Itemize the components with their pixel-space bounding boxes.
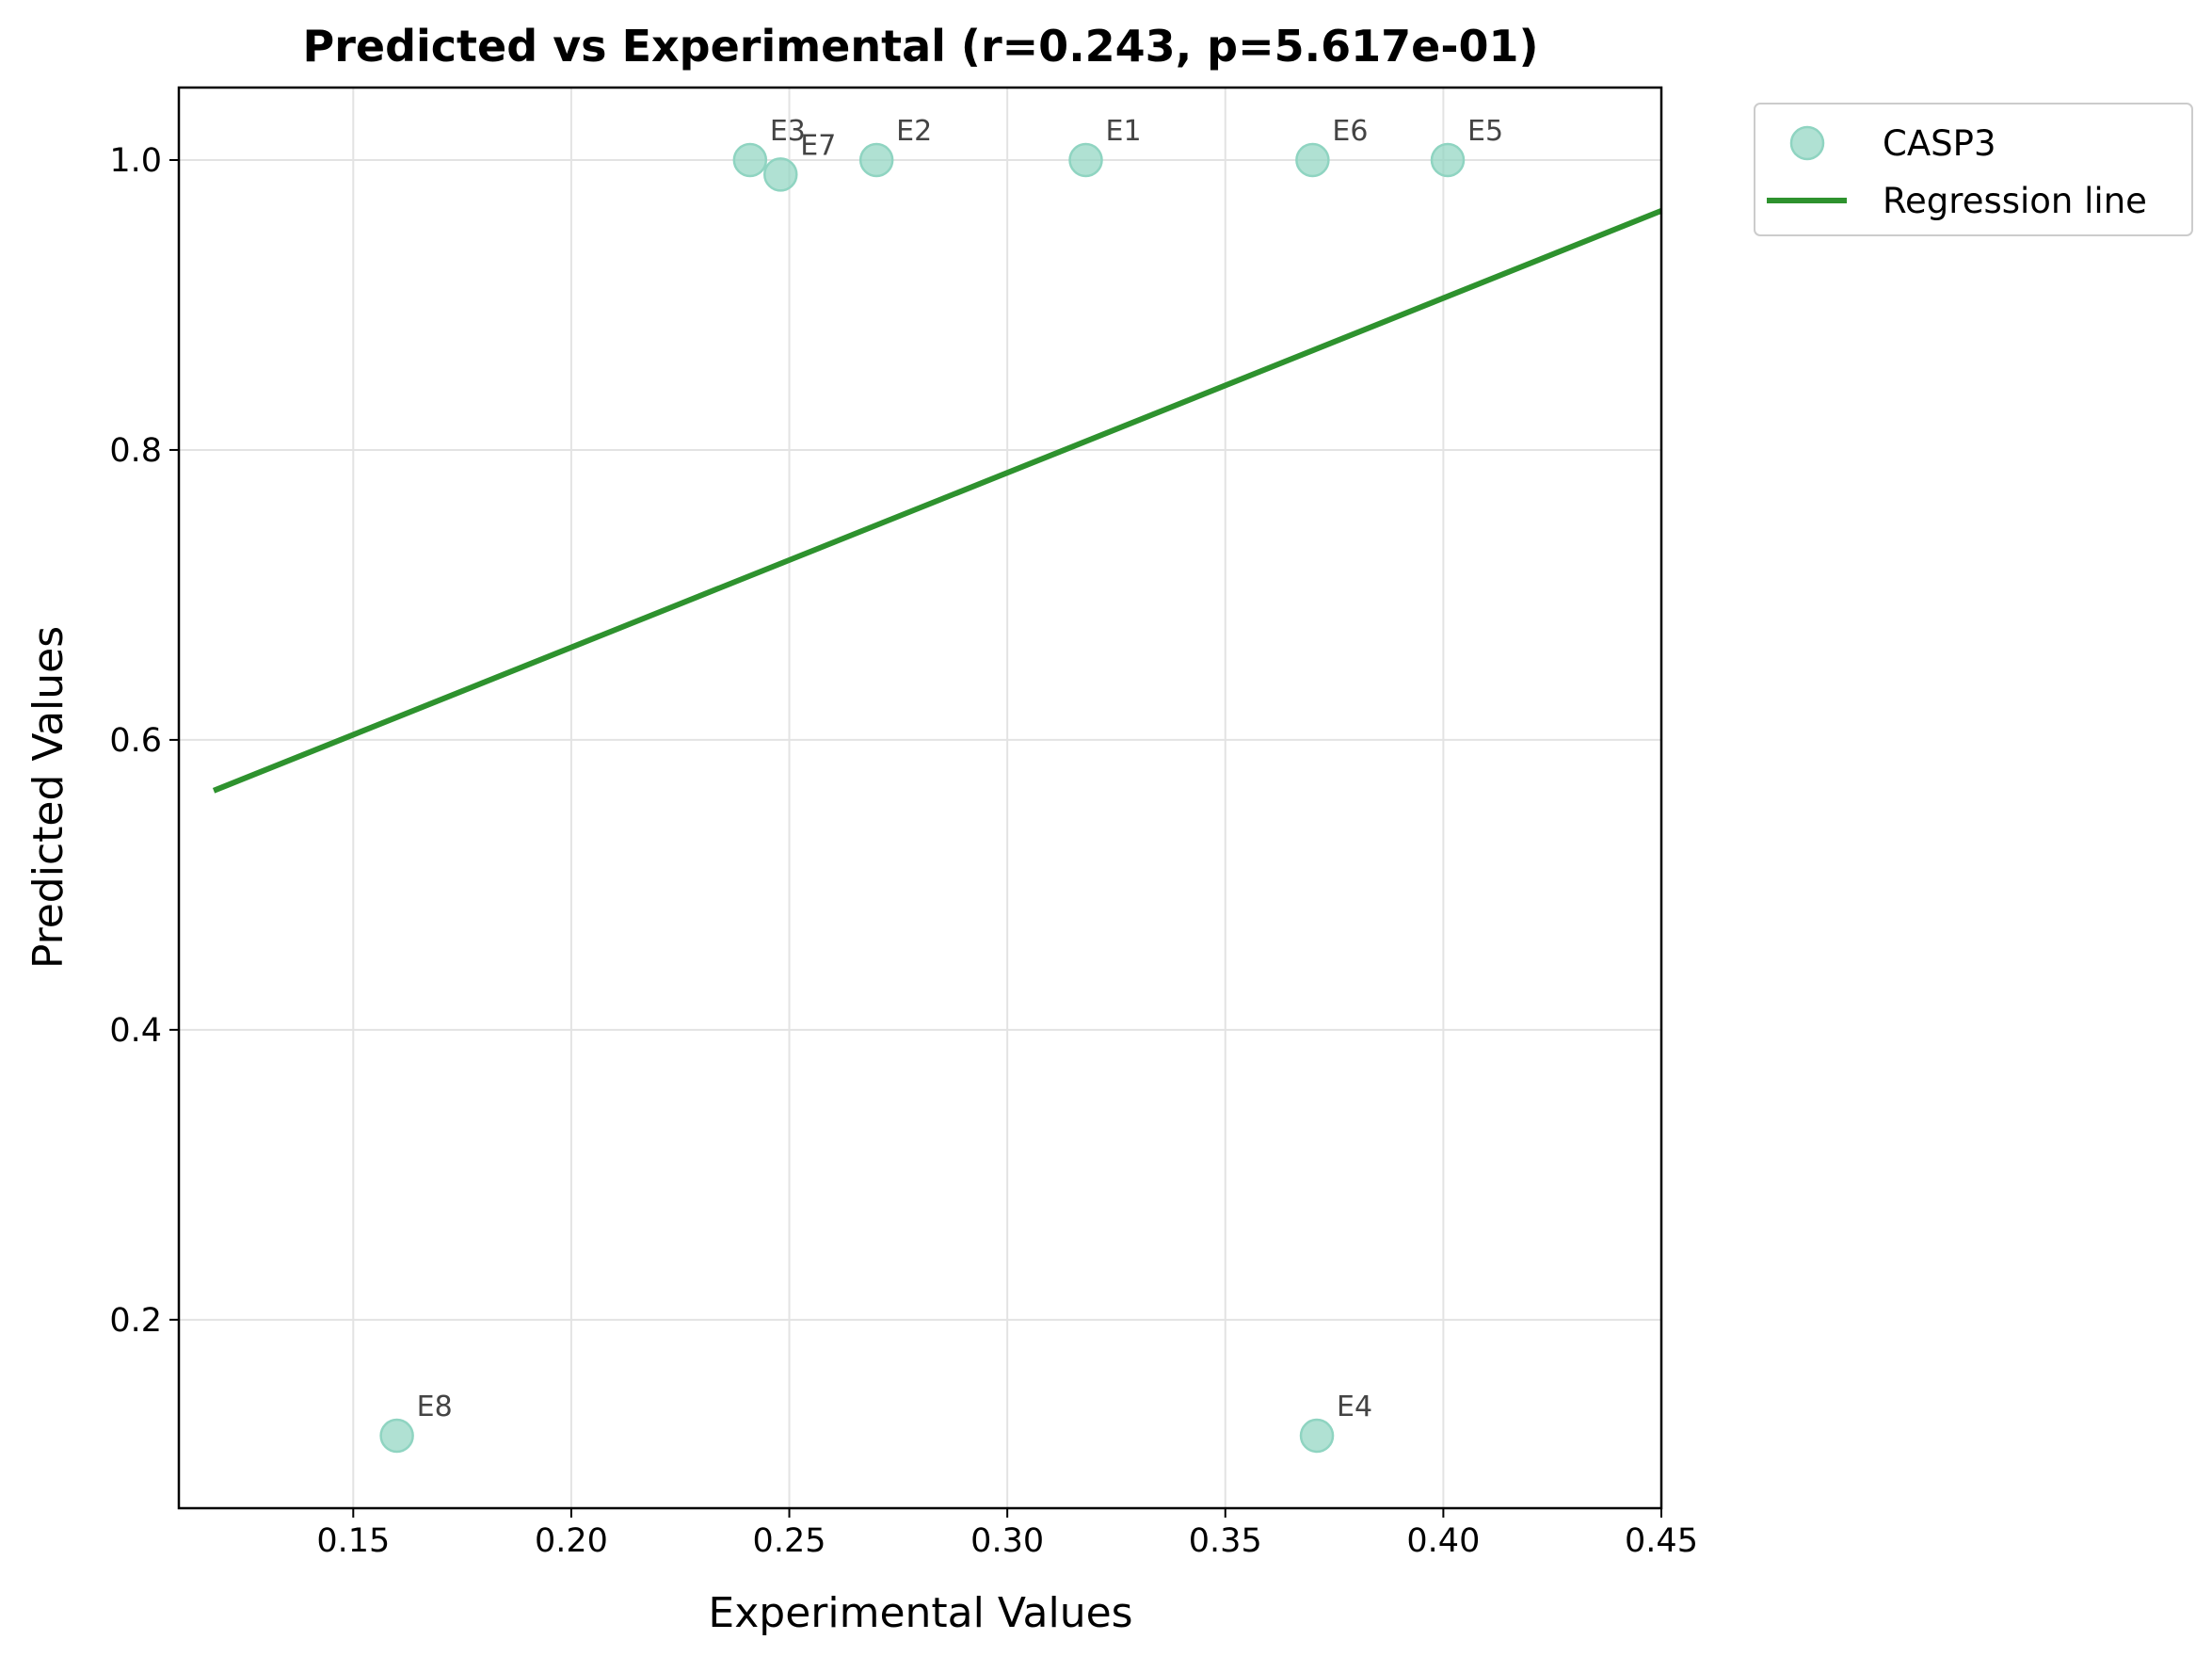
y-axis-label: Predicted Values	[24, 626, 72, 969]
data-point-e3	[732, 142, 768, 178]
data-point-e8	[379, 1418, 414, 1454]
data-point-e2	[858, 142, 894, 178]
x-tick-label: 0.40	[1406, 1522, 1480, 1560]
point-label-e3: E3	[770, 115, 806, 148]
legend-label-regression: Regression line	[1883, 181, 2147, 221]
x-tick-label: 0.35	[1189, 1522, 1262, 1560]
point-label-e1: E1	[1106, 115, 1142, 148]
y-tick-label: 1.0	[109, 142, 162, 180]
point-label-e6: E6	[1332, 115, 1368, 148]
legend-label-casp3: CASP3	[1883, 123, 1996, 164]
plot-frame	[177, 86, 1663, 1510]
legend-marker-casp3	[1789, 125, 1825, 161]
data-point-e7	[763, 157, 798, 192]
legend: CASP3 Regression line	[1754, 103, 2193, 236]
x-tick-label: 0.25	[753, 1522, 826, 1560]
point-label-e4: E4	[1337, 1391, 1372, 1423]
data-points: E1 E2 E3 E4 E5 E6 E7 E8	[379, 115, 1503, 1454]
chart-title: Predicted vs Experimental (r=0.243, p=5.…	[303, 21, 1539, 72]
y-tick-label: 0.2	[109, 1302, 162, 1340]
regression-layer	[212, 208, 1663, 794]
x-tick-label: 0.45	[1625, 1522, 1698, 1560]
x-tick-label: 0.20	[535, 1522, 608, 1560]
data-point-e5	[1430, 142, 1466, 178]
data-point-e6	[1295, 142, 1330, 178]
data-point-e1	[1068, 142, 1103, 178]
point-label-e2: E2	[896, 115, 932, 148]
regression-line	[212, 208, 1663, 794]
y-tick-label: 0.4	[109, 1012, 162, 1050]
grid-lines	[179, 88, 1662, 1508]
x-axis-label: Experimental Values	[708, 1589, 1132, 1637]
x-tick-label: 0.30	[970, 1522, 1044, 1560]
point-label-e5: E5	[1467, 115, 1503, 148]
axis-ticks: 0.15 0.20 0.25 0.30 0.35 0.40 0.45 0.2 0.4 0.6 0.8…	[109, 142, 1698, 1560]
y-tick-label: 0.8	[109, 432, 162, 470]
point-label-e8: E8	[417, 1391, 453, 1423]
y-tick-label: 0.6	[109, 722, 162, 760]
point-label-e7: E7	[800, 129, 836, 162]
data-point-e4	[1299, 1418, 1335, 1454]
x-tick-label: 0.15	[316, 1522, 390, 1560]
legend-box	[1754, 103, 2193, 236]
